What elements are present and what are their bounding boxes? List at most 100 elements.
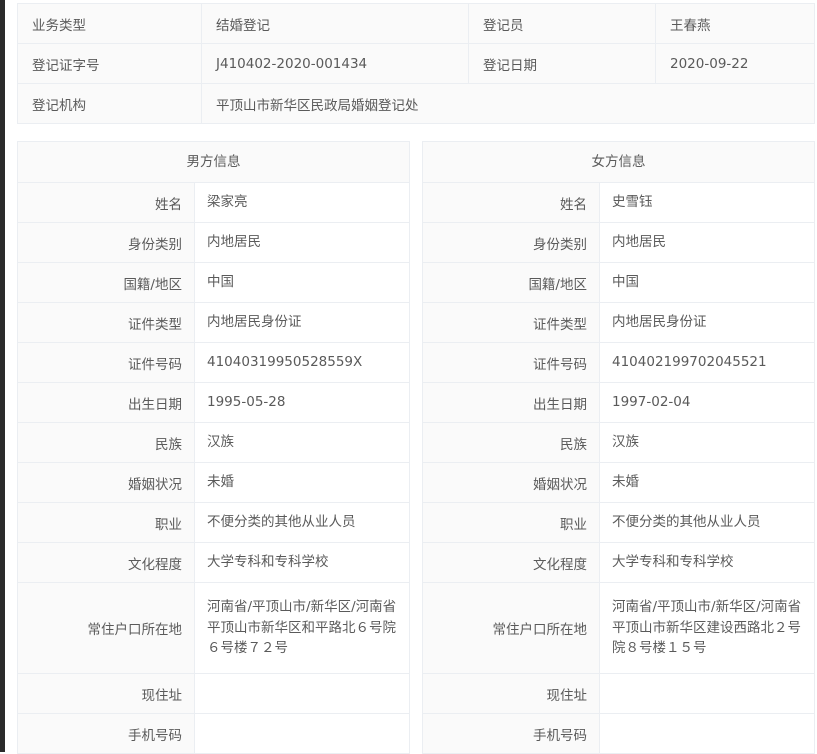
field-label-marital-status: 婚姻状况 [423, 462, 600, 503]
table-row: 职业 不便分类的其他从业人员 [18, 502, 409, 543]
table-row: 职业 不便分类的其他从业人员 [423, 502, 814, 543]
field-value-household-address: 河南省/平顶山市/新华区/河南省平顶山市新华区和平路北６号院６号楼７２号 [194, 582, 409, 674]
business-type-value: 结婚登记 [201, 3, 469, 44]
field-label-occupation: 职业 [423, 502, 600, 543]
summary-row: 登记机构 平顶山市新华区民政局婚姻登记处 [17, 83, 815, 124]
registration-org-value: 平顶山市新华区民政局婚姻登记处 [201, 83, 815, 124]
summary-row: 业务类型 结婚登记 登记员 王春燕 [17, 3, 815, 44]
field-value-name: 史雪钰 [599, 183, 814, 223]
field-value-nationality: 中国 [194, 262, 409, 303]
field-value-id-type: 内地居民身份证 [599, 302, 814, 343]
registration-date-value: 2020-09-22 [655, 43, 815, 84]
table-row: 身份类别 内地居民 [423, 222, 814, 263]
field-label-id-number: 证件号码 [18, 342, 195, 383]
female-info-body: 姓名 史雪钰 身份类别 内地居民 国籍/地区 中国 证件类型 内地居民身份证 证件号码 4… [423, 183, 814, 754]
table-row: 文化程度 大学专科和专科学校 [423, 542, 814, 583]
field-label-education: 文化程度 [423, 542, 600, 583]
table-row: 国籍/地区 中国 [18, 262, 409, 303]
field-label-education: 文化程度 [18, 542, 195, 583]
female-info-card: 女方信息 姓名 史雪钰 身份类别 内地居民 国籍/地区 中国 证件类型 内地居民身份证 … [422, 141, 815, 754]
table-row: 身份类别 内地居民 [18, 222, 409, 263]
table-row: 民族 汉族 [18, 422, 409, 463]
summary-row: 登记证字号 J410402-2020-001434 登记日期 2020-09-2… [17, 43, 815, 84]
field-value-identity-type: 内地居民 [194, 222, 409, 263]
registrar-value: 王春燕 [655, 3, 815, 44]
table-row: 手机号码 [18, 713, 409, 754]
table-row: 常住户口所在地 河南省/平顶山市/新华区/河南省平顶山市新华区和平路北６号院６号楼… [18, 582, 409, 674]
registrar-label: 登记员 [468, 3, 656, 44]
table-row: 证件号码 410402199702045521 [423, 342, 814, 383]
field-value-current-address [599, 673, 814, 714]
field-label-ethnicity: 民族 [423, 422, 600, 463]
table-row: 现住址 [423, 673, 814, 714]
field-value-household-address: 河南省/平顶山市/新华区/河南省平顶山市新华区建设西路北２号院８号楼１５号 [599, 582, 814, 674]
field-label-phone: 手机号码 [18, 713, 195, 754]
table-row: 常住户口所在地 河南省/平顶山市/新华区/河南省平顶山市新华区建设西路北２号院８号… [423, 582, 814, 674]
field-value-id-type: 内地居民身份证 [194, 302, 409, 343]
table-row: 国籍/地区 中国 [423, 262, 814, 303]
table-row: 出生日期 1997-02-04 [423, 382, 814, 423]
field-value-ethnicity: 汉族 [194, 422, 409, 463]
male-info-table: 姓名 梁家亮 身份类别 内地居民 国籍/地区 中国 证件类型 内地居民身份证 证件号码 4… [18, 183, 409, 754]
field-label-marital-status: 婚姻状况 [18, 462, 195, 503]
page-edge-strip [0, 0, 5, 752]
field-value-marital-status: 未婚 [194, 462, 409, 503]
certificate-number-value: J410402-2020-001434 [201, 43, 469, 84]
field-value-identity-type: 内地居民 [599, 222, 814, 263]
female-info-table: 姓名 史雪钰 身份类别 内地居民 国籍/地区 中国 证件类型 内地居民身份证 证件号码 4… [423, 183, 814, 754]
business-type-label: 业务类型 [17, 3, 202, 44]
field-label-id-type: 证件类型 [423, 302, 600, 343]
field-value-current-address [194, 673, 409, 714]
field-label-name: 姓名 [423, 183, 600, 223]
table-row: 姓名 梁家亮 [18, 183, 409, 223]
field-value-education: 大学专科和专科学校 [599, 542, 814, 583]
registration-date-label: 登记日期 [468, 43, 656, 84]
field-value-id-number: 410402199702045521 [599, 342, 814, 383]
male-info-card: 男方信息 姓名 梁家亮 身份类别 内地居民 国籍/地区 中国 证件类型 内地居民身份证 … [17, 141, 410, 754]
field-value-education: 大学专科和专科学校 [194, 542, 409, 583]
field-label-name: 姓名 [18, 183, 195, 223]
field-value-phone [599, 713, 814, 754]
field-label-nationality: 国籍/地区 [18, 262, 195, 303]
registration-detail-page: 业务类型 结婚登记 登记员 王春燕 登记证字号 J410402-2020-001… [5, 0, 817, 754]
field-value-occupation: 不便分类的其他从业人员 [599, 502, 814, 543]
field-label-household-address: 常住户口所在地 [423, 582, 600, 674]
table-row: 文化程度 大学专科和专科学校 [18, 542, 409, 583]
field-value-occupation: 不便分类的其他从业人员 [194, 502, 409, 543]
field-value-id-number: 41040319950528559X [194, 342, 409, 383]
party-info-cards: 男方信息 姓名 梁家亮 身份类别 内地居民 国籍/地区 中国 证件类型 内地居民身份证 … [17, 141, 815, 754]
field-label-household-address: 常住户口所在地 [18, 582, 195, 674]
table-row: 婚姻状况 未婚 [423, 462, 814, 503]
table-row: 现住址 [18, 673, 409, 714]
male-card-title: 男方信息 [18, 142, 409, 183]
field-label-phone: 手机号码 [423, 713, 600, 754]
field-label-occupation: 职业 [18, 502, 195, 543]
field-value-ethnicity: 汉族 [599, 422, 814, 463]
field-label-id-number: 证件号码 [423, 342, 600, 383]
table-row: 手机号码 [423, 713, 814, 754]
field-label-current-address: 现住址 [423, 673, 600, 714]
summary-body: 业务类型 结婚登记 登记员 王春燕 登记证字号 J410402-2020-001… [17, 3, 815, 124]
field-value-phone [194, 713, 409, 754]
table-row: 证件类型 内地居民身份证 [18, 302, 409, 343]
table-row: 民族 汉族 [423, 422, 814, 463]
male-info-body: 姓名 梁家亮 身份类别 内地居民 国籍/地区 中国 证件类型 内地居民身份证 证件号码 4… [18, 183, 409, 754]
field-label-identity-type: 身份类别 [423, 222, 600, 263]
field-value-name: 梁家亮 [194, 183, 409, 223]
field-value-nationality: 中国 [599, 262, 814, 303]
field-value-birth-date: 1995-05-28 [194, 382, 409, 423]
registration-summary-table: 业务类型 结婚登记 登记员 王春燕 登记证字号 J410402-2020-001… [17, 3, 815, 124]
field-value-birth-date: 1997-02-04 [599, 382, 814, 423]
table-row: 证件号码 41040319950528559X [18, 342, 409, 383]
field-label-nationality: 国籍/地区 [423, 262, 600, 303]
field-label-id-type: 证件类型 [18, 302, 195, 343]
field-label-birth-date: 出生日期 [18, 382, 195, 423]
table-row: 出生日期 1995-05-28 [18, 382, 409, 423]
field-label-identity-type: 身份类别 [18, 222, 195, 263]
table-row: 证件类型 内地居民身份证 [423, 302, 814, 343]
field-label-ethnicity: 民族 [18, 422, 195, 463]
field-label-current-address: 现住址 [18, 673, 195, 714]
table-row: 姓名 史雪钰 [423, 183, 814, 223]
field-label-birth-date: 出生日期 [423, 382, 600, 423]
table-row: 婚姻状况 未婚 [18, 462, 409, 503]
